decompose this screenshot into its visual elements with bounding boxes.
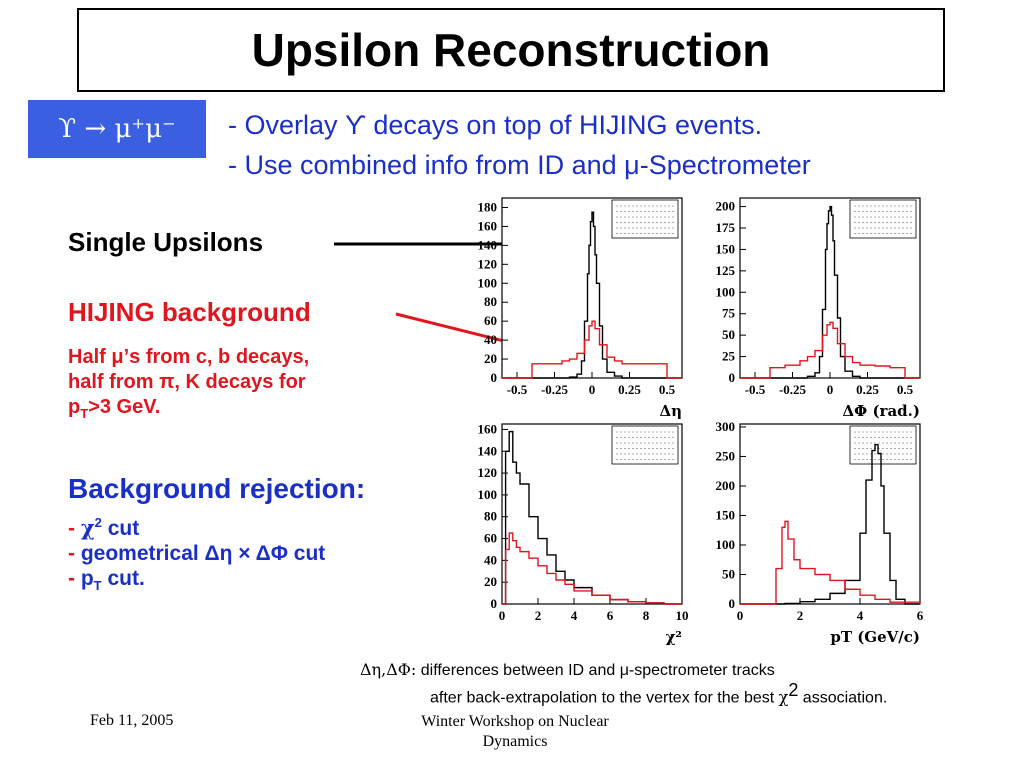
y-tick-label: 80 xyxy=(484,509,497,524)
cut-chi2: - χ2 cut xyxy=(68,515,140,540)
series-line-0 xyxy=(740,443,920,605)
y-tick-label: 25 xyxy=(722,349,736,364)
y-tick-label: 140 xyxy=(478,237,498,252)
x-tick-label: -0.25 xyxy=(779,382,807,397)
x-axis-label: Δη xyxy=(659,402,682,420)
x-tick-label: 2 xyxy=(797,608,804,623)
stats-box xyxy=(849,199,917,239)
y-tick-label: 100 xyxy=(478,275,498,290)
y-tick-label: 125 xyxy=(716,263,736,278)
page-title: Upsilon Reconstruction xyxy=(251,24,771,76)
y-tick-label: 100 xyxy=(716,284,736,299)
x-tick-label: 0.5 xyxy=(897,382,914,397)
y-tick-label: 0 xyxy=(729,596,736,611)
y-tick-label: 150 xyxy=(716,507,736,522)
y-tick-label: 250 xyxy=(716,448,736,463)
x-tick-label: 10 xyxy=(676,608,689,623)
title-box: Upsilon Reconstruction xyxy=(77,8,945,92)
y-tick-label: 75 xyxy=(722,306,736,321)
bullet-overlay: - Overlay ϒ decays on top of HIJING even… xyxy=(228,110,763,140)
stats-box xyxy=(611,199,679,239)
y-tick-label: 160 xyxy=(478,218,498,233)
x-tick-label: 0.25 xyxy=(618,382,641,397)
x-axis-label: χ² xyxy=(666,628,682,646)
x-tick-label: 8 xyxy=(643,608,650,623)
x-tick-label: 6 xyxy=(917,608,924,623)
y-tick-label: 175 xyxy=(716,220,736,235)
y-tick-label: 0 xyxy=(491,596,498,611)
stats-box xyxy=(611,425,679,465)
y-tick-label: 20 xyxy=(484,351,497,366)
cut-list: - χ2 cut - geometrical Δη × ΔΦ cut - pT … xyxy=(68,510,325,598)
y-tick-label: 100 xyxy=(478,487,498,502)
y-tick-label: 60 xyxy=(484,531,497,546)
plot-delta-eta: -0.5 -0.25 0 0.25 0.5 0 20 40 60 80 100 120 140 160 18… xyxy=(452,192,692,425)
note-line1: Δη,ΔΦ: differences between ID and μ-spec… xyxy=(360,660,775,679)
plot-chi2: 0 2 4 6 8 10 0 20 40 60 80 100 120 140 160 χ² xyxy=(452,418,692,651)
cut-geometrical: - geometrical Δη × ΔΦ cut xyxy=(68,542,326,565)
series-line-1 xyxy=(502,532,682,605)
note-line2: after back-extrapolation to the vertex f… xyxy=(430,680,888,707)
y-tick-label: 0 xyxy=(729,370,736,385)
x-tick-label: 0 xyxy=(827,382,834,397)
series-line-0 xyxy=(740,205,920,379)
footer-date: Feb 11, 2005 xyxy=(90,712,174,729)
y-tick-label: 100 xyxy=(716,537,736,552)
hijing-note-line1: Half μ’s from c, b decays, xyxy=(68,346,310,368)
plot-pt: 0 2 4 6 0 50 100 150 200 250 300 pT (GeV/c) xyxy=(690,418,930,651)
y-tick-label: 160 xyxy=(478,421,498,436)
y-tick-label: 0 xyxy=(491,370,498,385)
plot-delta-phi: -0.5 -0.25 0 0.25 0.5 0 25 50 75 100 125 150 175 200 Δ… xyxy=(690,192,930,425)
y-tick-label: 50 xyxy=(722,566,735,581)
y-tick-label: 80 xyxy=(484,294,497,309)
series-line-1 xyxy=(740,520,921,605)
y-tick-label: 40 xyxy=(484,332,497,347)
footer-event: Winter Workshop on Nuclear Dynamics xyxy=(421,713,609,750)
hijing-note-line2: half from π, K decays for xyxy=(68,371,306,393)
bullet-combined-info: - Use combined info from ID and μ-Spectr… xyxy=(228,150,811,180)
y-tick-label: 120 xyxy=(478,465,498,480)
series-line-0 xyxy=(502,211,682,379)
x-tick-label: 6 xyxy=(607,608,614,623)
y-tick-label: 140 xyxy=(478,443,498,458)
x-tick-label: 0 xyxy=(737,608,744,623)
y-tick-label: 150 xyxy=(716,241,736,256)
y-tick-label: 300 xyxy=(716,419,736,434)
x-tick-label: -0.5 xyxy=(745,382,766,397)
background-rejection-title: Background rejection: xyxy=(68,473,366,504)
y-tick-label: 20 xyxy=(484,574,497,589)
x-axis-label: ΔΦ (rad.) xyxy=(843,402,920,420)
x-tick-label: 4 xyxy=(571,608,578,623)
series-line-1 xyxy=(502,320,682,379)
x-tick-label: 0 xyxy=(589,382,596,397)
single-upsilons-label: Single Upsilons xyxy=(68,227,264,257)
decay-badge: ϒ → μ⁺μ⁻ xyxy=(28,100,206,158)
x-tick-label: -0.25 xyxy=(541,382,569,397)
x-tick-label: 2 xyxy=(535,608,542,623)
y-tick-label: 40 xyxy=(484,552,497,567)
x-tick-label: 0.5 xyxy=(659,382,676,397)
x-tick-label: -0.5 xyxy=(507,382,528,397)
hijing-note: Half μ’s from c, b decays, half from π, … xyxy=(68,345,309,426)
stats-box xyxy=(849,425,917,465)
hijing-note-line3: pT>3 GeV. xyxy=(68,396,161,421)
x-axis-label: pT (GeV/c) xyxy=(830,628,920,646)
x-tick-label: 4 xyxy=(857,608,864,623)
y-tick-label: 200 xyxy=(716,199,736,214)
y-tick-label: 50 xyxy=(722,327,735,342)
x-tick-label: 0 xyxy=(499,608,506,623)
hijing-background-label: HIJING background xyxy=(68,297,311,327)
y-tick-label: 180 xyxy=(478,199,498,214)
x-tick-label: 0.25 xyxy=(856,382,879,397)
y-tick-label: 60 xyxy=(484,313,497,328)
cut-pt: - pT cut. xyxy=(68,567,145,594)
y-tick-label: 200 xyxy=(716,478,736,493)
y-tick-label: 120 xyxy=(478,256,498,271)
series-line-1 xyxy=(740,321,920,379)
